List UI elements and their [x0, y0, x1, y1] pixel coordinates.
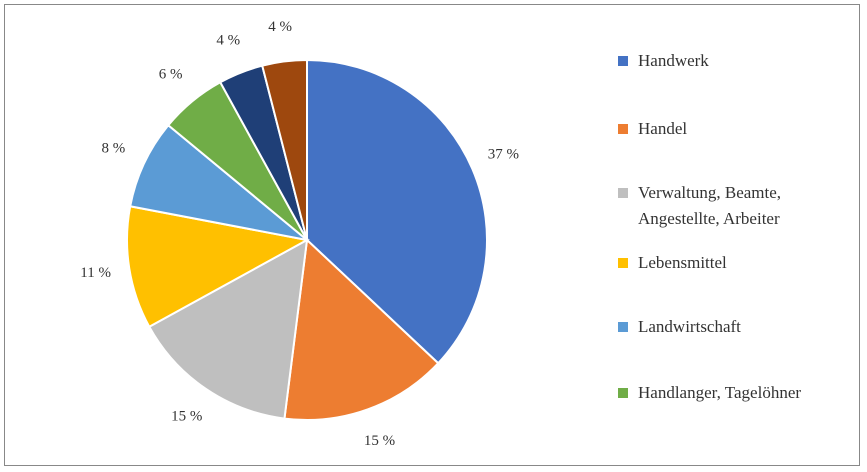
legend-item: Verwaltung, Beamte, Angestellte, Arbeite… [618, 180, 848, 232]
pie-slice [306, 58, 488, 365]
data-label: 15 % [171, 408, 202, 424]
legend-label: Lebensmittel [638, 253, 727, 272]
legend-label: Verwaltung, Beamte, Angestellte, Arbeite… [638, 183, 782, 228]
pie-slice [147, 238, 309, 420]
legend-swatch [618, 322, 628, 332]
chart-frame [4, 4, 860, 466]
data-label: 4 % [216, 32, 240, 48]
legend-swatch [618, 124, 628, 134]
pie-slice [129, 123, 308, 241]
legend-label: Landwirtschaft [638, 317, 741, 336]
pie-slice [261, 58, 308, 241]
data-label: 37 % [488, 146, 519, 162]
legend-item: Handel [618, 116, 848, 142]
pie-slice [126, 205, 310, 329]
legend-swatch [618, 388, 628, 398]
legend-item: Handlanger, Tagelöhner [618, 380, 848, 406]
pie-slice [283, 237, 440, 421]
data-label: 4 % [268, 19, 292, 35]
legend-item: Lebensmittel [618, 250, 848, 276]
legend-label: Handel [638, 119, 688, 138]
legend-item: Handwerk [618, 48, 848, 74]
legend-label: Handlanger, Tagelöhner [638, 383, 802, 402]
data-label: 8 % [101, 140, 125, 156]
data-label: 15 % [364, 433, 395, 449]
data-label: 6 % [159, 67, 183, 83]
data-label: 11 % [80, 265, 111, 281]
legend-item: Landwirtschaft [618, 314, 848, 340]
legend-swatch [618, 56, 628, 66]
legend-swatch [618, 258, 628, 268]
legend-swatch [618, 188, 628, 198]
legend-label: Handwerk [638, 51, 709, 70]
